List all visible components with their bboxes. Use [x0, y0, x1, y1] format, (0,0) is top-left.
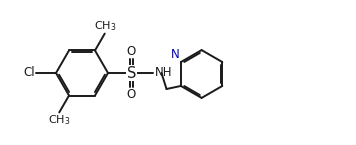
Text: CH$_3$: CH$_3$	[94, 19, 116, 33]
Text: Cl: Cl	[24, 67, 36, 79]
Text: O: O	[127, 45, 136, 58]
Text: S: S	[127, 66, 136, 80]
Text: NH: NH	[155, 67, 172, 79]
Text: O: O	[127, 88, 136, 101]
Text: CH$_3$: CH$_3$	[48, 113, 70, 127]
Text: N: N	[171, 48, 180, 61]
